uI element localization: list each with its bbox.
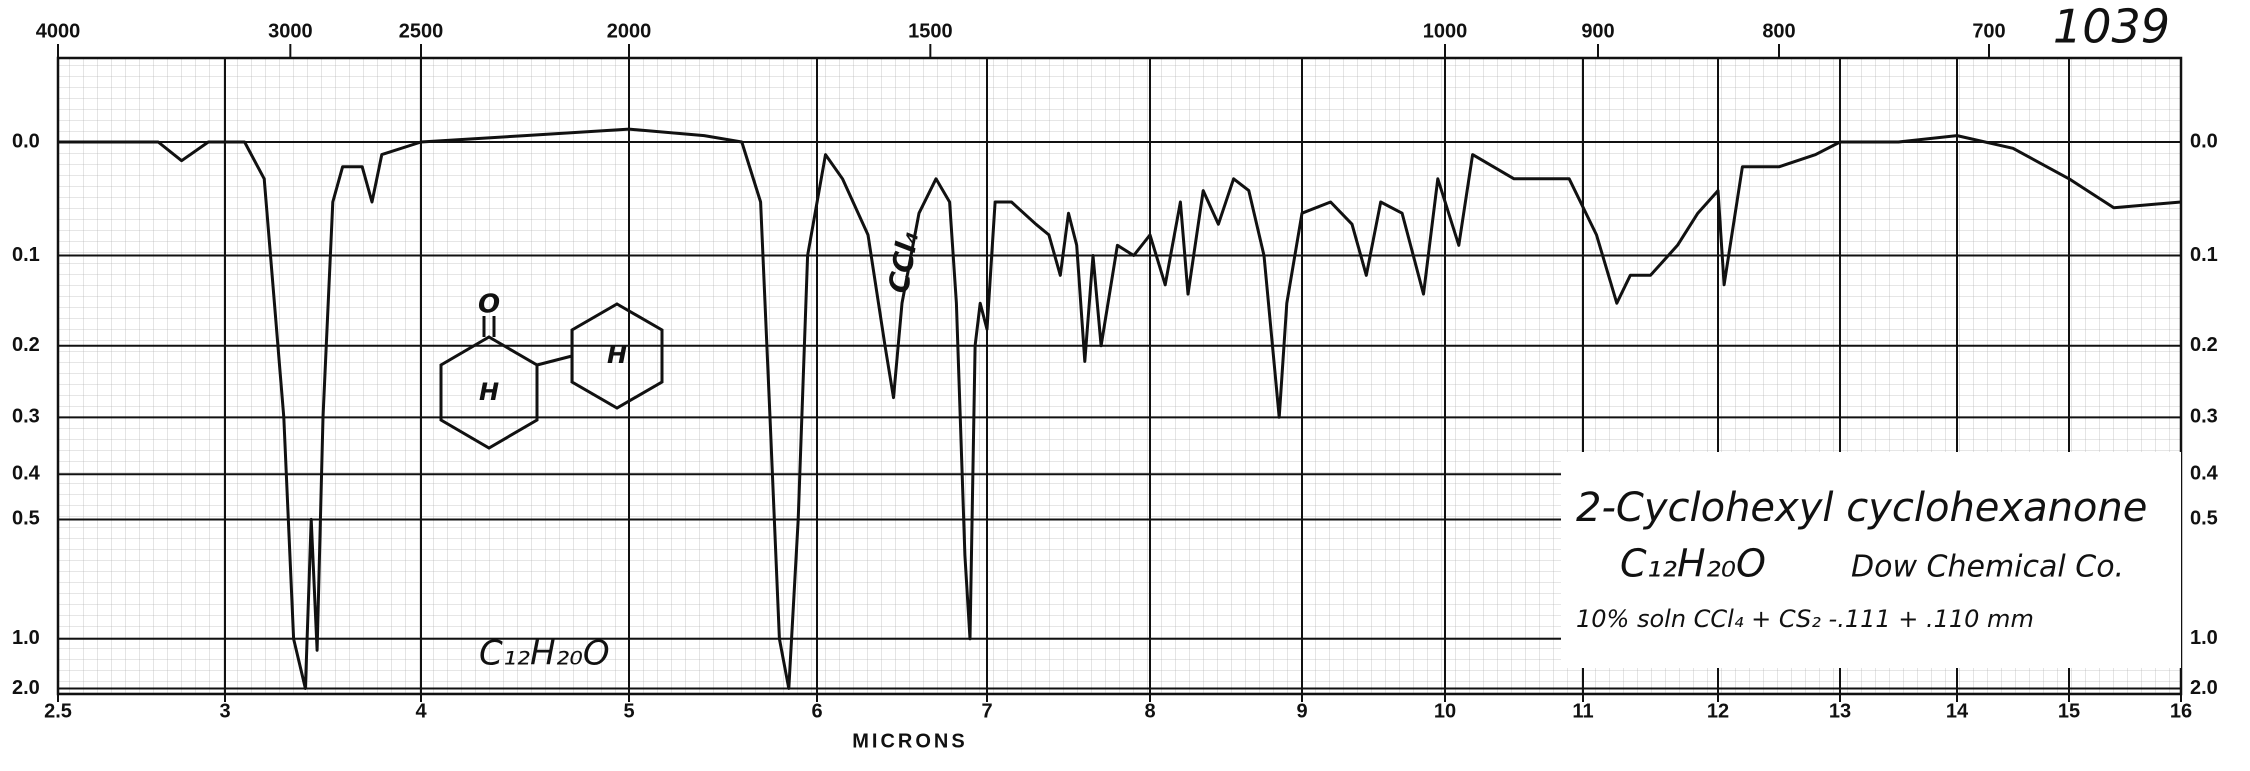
y2-tick-label: 2.0 <box>2190 677 2218 699</box>
x2-tick-label: 2500 <box>399 20 444 42</box>
ring <box>570 302 664 410</box>
x2-tick-label: 900 <box>1581 20 1614 42</box>
y2-tick-label: 0.1 <box>2190 244 2218 266</box>
x2-tick-label: 700 <box>1972 20 2005 42</box>
page-number: 1039 <box>2053 0 2170 54</box>
y-tick-label: 2.0 <box>12 677 40 699</box>
ticks: 2.5 3 4 5 6 7 8 9 10 11 12 13 14 15 16 4000 3000 2500 2000… <box>12 20 2219 722</box>
ring-label: H <box>607 341 627 369</box>
x-tick-label: 3 <box>219 700 230 722</box>
formula: C₁₂H₂₀O <box>1620 542 1766 586</box>
x-tick-label: 6 <box>811 700 822 722</box>
x2-tick-label: 2000 <box>607 20 652 42</box>
x-tick-label: 7 <box>981 700 992 722</box>
x-tick-label: 12 <box>1707 700 1729 722</box>
y2-tick-label: 0.5 <box>2190 508 2218 530</box>
x-axis-label: MICRONS <box>852 730 967 752</box>
source: Dow Chemical Co. <box>1851 550 2124 585</box>
y-tick-label: 0.3 <box>12 406 40 428</box>
bond <box>536 354 573 367</box>
x2-tick-label: 3000 <box>268 20 313 42</box>
y-tick-label: 0.2 <box>12 334 40 356</box>
x-tick-label: 5 <box>623 700 634 722</box>
y2-tick-label: 0.0 <box>2190 130 2218 152</box>
formula-label: C₁₂H₂₀O <box>479 634 610 674</box>
y-tick-label: 1.0 <box>12 627 40 649</box>
info-box <box>1561 452 2181 668</box>
x-tick-label: 4 <box>415 700 427 722</box>
x2-tick-label: 1500 <box>908 20 953 42</box>
structure <box>439 302 664 450</box>
x2-tick-label: 4000 <box>36 20 81 42</box>
y-tick-label: 0.0 <box>12 130 40 152</box>
x2-tick-label: 1000 <box>1423 20 1468 42</box>
compound-name: 2-Cyclohexyl cyclohexanone <box>1576 485 2147 531</box>
x2-tick-label: 800 <box>1762 20 1795 42</box>
x-tick-label: 14 <box>1946 700 1969 722</box>
y2-tick-label: 0.4 <box>2190 463 2219 485</box>
x-tick-label: 15 <box>2058 700 2080 722</box>
x-tick-label: 16 <box>2170 700 2192 722</box>
y-tick-label: 0.4 <box>12 463 41 485</box>
x-tick-label: 10 <box>1434 700 1456 722</box>
x-tick-label: 13 <box>1829 700 1851 722</box>
atom-label: O <box>478 290 500 320</box>
y-tick-label: 0.1 <box>12 244 40 266</box>
x-tick-label: 11 <box>1572 700 1593 722</box>
x-tick-label: 2.5 <box>44 700 72 722</box>
y2-tick-label: 1.0 <box>2190 627 2218 649</box>
y2-tick-label: 0.2 <box>2190 334 2218 356</box>
y2-tick-label: 0.3 <box>2190 406 2218 428</box>
y-tick-label: 0.5 <box>12 508 40 530</box>
x-tick-label: 8 <box>1144 700 1155 722</box>
ring-label: H <box>479 378 499 406</box>
spectrum <box>58 127 2182 690</box>
x-tick-label: 9 <box>1296 700 1307 722</box>
sample-note: 10% soln CCl₄ + CS₂ -.111 + .110 mm <box>1576 605 2034 633</box>
spectrum-line <box>58 127 2182 690</box>
